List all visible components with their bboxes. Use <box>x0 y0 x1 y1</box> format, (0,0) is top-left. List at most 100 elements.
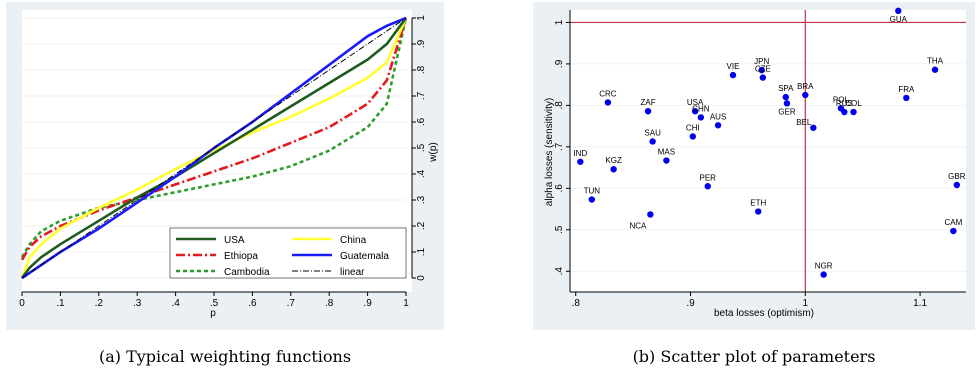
legend-label-china: China <box>340 235 367 246</box>
point-fra <box>903 94 910 102</box>
y-tick-label: .1 <box>416 247 427 256</box>
point-label-ngr: NGR <box>815 262 833 271</box>
point-kgz <box>610 166 617 173</box>
y-tick-label: 0 <box>416 275 427 281</box>
x-tick-label: .2 <box>95 298 104 309</box>
y-tick-label: 1 <box>554 19 565 25</box>
point-label-eth: ETH <box>750 199 766 208</box>
y-tick-label: .7 <box>416 91 427 100</box>
point-label-cze: CZE <box>755 65 771 74</box>
point-label-spa: SPA <box>778 84 794 93</box>
point-gbr <box>953 181 961 189</box>
y-tick-label: .8 <box>554 101 565 110</box>
point-label-sau: SAU <box>644 128 661 137</box>
panel-a-grid <box>22 17 406 279</box>
legend-box <box>169 227 407 279</box>
point-cam <box>950 227 957 235</box>
point-bel <box>810 124 817 131</box>
panel-a-axes: 0 .1 .2 .3 .4 .5 .6 .7 .8 .9 1 0 .1 .2 .3 .4 .5 .6 .7 .8 .9 1 <box>19 15 427 309</box>
y-tick-label: .8 <box>416 65 427 74</box>
point-label-crc: CRC <box>599 89 617 98</box>
point-label-bel: BEL <box>796 118 812 127</box>
y-tick-label: .5 <box>416 143 427 152</box>
point-label-tha: THA <box>927 57 944 66</box>
point-label-vie: VIE <box>727 62 740 71</box>
point-label-nca: NCA <box>629 221 647 230</box>
series-line-china <box>20 17 408 279</box>
point-crc <box>604 99 612 106</box>
point-chi <box>689 133 697 140</box>
point-label-gbr: GBR <box>948 172 966 181</box>
series-line-linear <box>21 17 407 279</box>
point-zaf <box>644 107 652 115</box>
panel-weighting-functions: 0 .1 .2 .3 .4 .5 .6 .7 .8 .9 1 0 .1 .2 .3 .4 .5 .6 .7 .8 .9 1… <box>6 2 444 330</box>
point-spa <box>782 93 789 101</box>
point-label-gua: GUA <box>890 15 908 24</box>
x-tick-label: 1 <box>403 298 409 309</box>
legend-label-ethiopa: Ethiopa <box>224 251 258 262</box>
series-line-cambodia <box>20 17 408 258</box>
point-label-cam: CAM <box>944 218 962 227</box>
point-mas <box>663 157 670 164</box>
x-tick-label: .3 <box>133 298 142 309</box>
point-ger <box>783 100 791 107</box>
point-label-usa: USA <box>687 98 704 107</box>
point-aus <box>714 122 722 129</box>
point-label-aus: AUS <box>710 112 726 121</box>
legend-label-linear: linear <box>340 267 365 278</box>
point-label-jpn: JPN <box>754 57 769 66</box>
x-tick-label: .9 <box>363 298 372 309</box>
x-tick-label: .5 <box>210 298 219 309</box>
point-tha <box>931 66 939 73</box>
panel-a-y-axis-title: w(p) <box>428 142 439 162</box>
y-tick-label: .9 <box>416 39 427 48</box>
x-tick-label: 1.1 <box>913 298 927 309</box>
point-label-zaf: ZAF <box>640 98 655 107</box>
panel-b-y-axis-title: alpha losses (sensitivity) <box>544 98 555 206</box>
point-label-col: COL <box>845 99 862 108</box>
point-ngr <box>820 271 827 278</box>
panel-b-x-axis-title: beta losses (optimism) <box>714 308 814 319</box>
y-tick-label: .4 <box>416 169 427 178</box>
y-tick-label: .2 <box>416 221 427 230</box>
point-label-ger: GER <box>778 107 796 116</box>
panel-a-legend: USA China Ethiopa Guatemala Cambodia linear <box>169 227 407 279</box>
caption-a: (a) Typical weighting functions <box>99 347 351 366</box>
point-label-rus: RUS <box>836 99 853 108</box>
x-tick-label: 1 <box>803 298 809 309</box>
panel-b-axes: .8 .9 1 1.1 .4 .5 .6 .7 .8 .9 1 <box>554 10 966 309</box>
point-label-mas: MAS <box>658 148 675 157</box>
point-label-tun: TUN <box>584 187 601 196</box>
x-tick-label: .9 <box>686 298 695 309</box>
point-vie <box>729 71 737 79</box>
y-tick-label: .6 <box>554 184 565 193</box>
panel-a-series <box>20 16 408 280</box>
point-label-ind: IND <box>573 149 587 158</box>
point-label-kgz: KGZ <box>605 156 622 165</box>
point-rus <box>841 108 848 116</box>
point-col <box>850 108 857 116</box>
point-per <box>704 183 711 190</box>
point-jpn <box>758 66 765 74</box>
legend-label-guatemala: Guatemala <box>340 251 389 262</box>
y-tick-label: .3 <box>416 195 427 204</box>
point-gua <box>895 7 902 15</box>
point-tun <box>588 196 596 203</box>
x-tick-label: .4 <box>171 298 180 309</box>
panel-b-plot-area <box>570 10 966 292</box>
y-tick-label: 1 <box>416 15 427 21</box>
point-cze <box>759 74 767 81</box>
point-nca <box>647 211 654 218</box>
x-tick-label: .7 <box>287 298 296 309</box>
y-tick-label: .7 <box>554 142 565 151</box>
series-line-ethiopa <box>20 17 408 261</box>
legend-label-cambodia: Cambodia <box>224 267 270 278</box>
point-label-chi: CHI <box>686 123 700 132</box>
point-label-pol: POL <box>833 95 850 104</box>
x-tick-label: .8 <box>325 298 334 309</box>
y-tick-label: .9 <box>554 59 565 68</box>
x-tick-label: .8 <box>572 298 581 309</box>
point-bra <box>802 91 809 99</box>
